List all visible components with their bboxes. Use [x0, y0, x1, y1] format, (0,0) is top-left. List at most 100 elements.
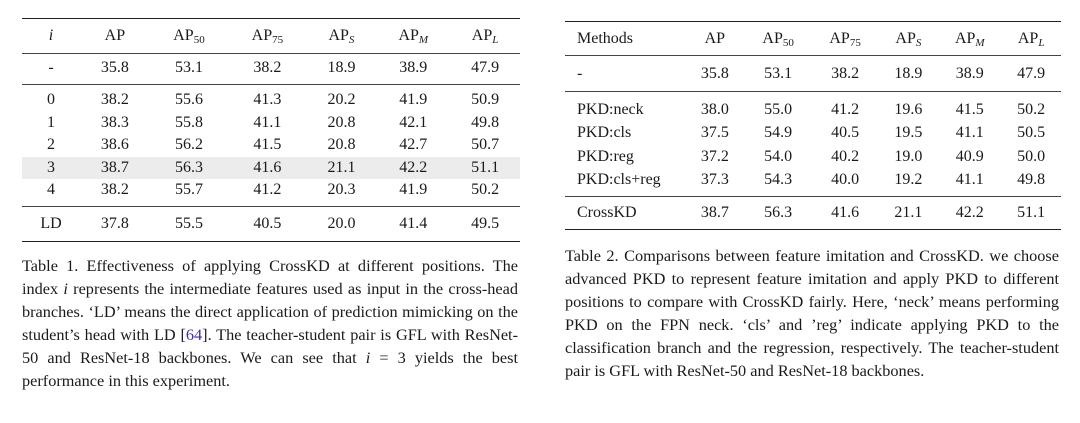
header-apm: APM — [954, 29, 985, 49]
cell: 41.6 — [228, 156, 307, 179]
baseline-row: - 35.8 53.1 38.2 18.9 38.9 47.9 — [22, 54, 520, 85]
header-ap: AP — [104, 27, 126, 44]
cell: 37.3 — [700, 171, 729, 189]
cell: 55.6 — [174, 91, 203, 109]
cell: 50.7 — [471, 136, 500, 154]
cell: 50.9 — [471, 91, 500, 109]
cell: 41.9 — [399, 91, 428, 109]
cell: 40.5 — [831, 124, 860, 142]
cell: 41.4 — [399, 214, 428, 232]
cell: 56.3 — [764, 204, 793, 221]
cell: 53.1 — [174, 59, 203, 76]
header-ap50: AP50 — [173, 27, 205, 46]
baseline-row: - 35.8 53.1 38.2 18.9 38.9 47.9 — [565, 56, 1061, 92]
cell: 53.1 — [764, 64, 793, 82]
cell: 42.7 — [399, 136, 428, 154]
cell: 41.9 — [399, 181, 428, 199]
cell: 19.6 — [894, 100, 923, 118]
cell: 38.2 — [831, 64, 860, 82]
table-row: PKD:neck 38.0 55.0 41.2 19.6 41.5 50.2 — [565, 92, 1061, 122]
cell: 41.2 — [831, 100, 860, 118]
header-aps: APS — [328, 27, 355, 46]
cell: 54.0 — [764, 147, 793, 165]
row-label: CrossKD — [577, 204, 637, 221]
cell: 51.1 — [450, 156, 520, 179]
table2: Methods AP AP50 AP75 APS APM APL - 35.8 … — [565, 21, 1061, 230]
cell: 50.2 — [471, 181, 500, 199]
table-row: PKD:cls+reg 37.3 54.3 40.0 19.2 41.1 49.… — [565, 169, 1061, 197]
cell: 19.0 — [894, 147, 923, 165]
table1-panel: i AP AP50 AP75 APS APM APL - 35.8 53.1 3… — [22, 0, 520, 392]
cell: 19.2 — [894, 171, 923, 189]
cell: 41.1 — [253, 113, 282, 131]
header-apm: APM — [398, 27, 429, 46]
ld-row: LD 37.8 55.5 40.5 20.0 41.4 49.5 — [22, 206, 520, 241]
cell: 38.9 — [955, 64, 984, 82]
cell: 40.2 — [831, 147, 860, 165]
table1: i AP AP50 AP75 APS APM APL - 35.8 53.1 3… — [22, 18, 520, 242]
header-methods: Methods — [577, 29, 633, 47]
row-label: 0 — [47, 91, 55, 109]
cell: 20.8 — [327, 113, 356, 131]
cell: 41.3 — [253, 91, 282, 109]
cell: 38.6 — [100, 136, 129, 154]
cell: 38.2 — [253, 59, 282, 76]
cell: 38.0 — [700, 100, 729, 118]
cell: 41.5 — [253, 136, 282, 154]
cell: 21.1 — [894, 204, 923, 221]
citation-link[interactable]: 64 — [185, 324, 203, 344]
crosskd-row: CrossKD 38.7 56.3 41.6 21.1 42.2 51.1 — [565, 196, 1061, 230]
cell: 37.8 — [100, 214, 129, 232]
cell: 50.0 — [1017, 147, 1046, 165]
table2-panel: Methods AP AP50 AP75 APS APM APL - 35.8 … — [565, 0, 1061, 382]
cell: 41.1 — [955, 124, 984, 142]
table1-header-row: i AP AP50 AP75 APS APM APL — [22, 18, 520, 54]
cell: 37.5 — [700, 124, 729, 142]
cell: 18.9 — [327, 59, 356, 76]
cell: 49.8 — [1017, 171, 1046, 189]
cell: 54.9 — [764, 124, 793, 142]
cell: 50.2 — [1017, 100, 1046, 118]
cell: 18.9 — [894, 64, 923, 82]
table2-header-row: Methods AP AP50 AP75 APS APM APL — [565, 21, 1061, 56]
cell: 54.3 — [764, 171, 793, 189]
cell: 20.8 — [327, 136, 356, 154]
cell: 38.7 — [700, 204, 729, 221]
row-label: PKD:neck — [577, 100, 644, 118]
table-row: PKD:cls 37.5 54.9 40.5 19.5 41.1 50.5 — [565, 122, 1061, 146]
cell: 56.3 — [149, 156, 229, 179]
row-label: LD — [40, 214, 62, 232]
cell: 41.1 — [955, 171, 984, 189]
table-row: 2 38.6 56.2 41.5 20.8 42.7 50.7 — [22, 134, 520, 157]
cell: 40.0 — [831, 171, 860, 189]
row-label: 1 — [47, 113, 55, 131]
row-label: 2 — [47, 136, 55, 154]
cell: 38.9 — [399, 59, 428, 76]
cell: 35.8 — [700, 64, 729, 82]
cell: 21.1 — [306, 156, 377, 179]
cell: 42.2 — [955, 204, 984, 221]
header-aps: APS — [895, 29, 922, 49]
cell: 41.5 — [955, 100, 984, 118]
header-index: i — [48, 27, 54, 44]
table-row: PKD:reg 37.2 54.0 40.2 19.0 40.9 50.0 — [565, 145, 1061, 169]
header-ap: AP — [704, 29, 726, 47]
cell: 49.8 — [471, 113, 500, 131]
cell: 38.3 — [100, 113, 129, 131]
table1-caption: Table 1. Effectiveness of applying Cross… — [22, 255, 519, 390]
cell: 20.2 — [327, 91, 356, 109]
header-apl: APL — [1017, 29, 1045, 49]
cell: 40.5 — [253, 214, 282, 232]
cell: 51.1 — [1017, 204, 1046, 221]
header-ap75: AP75 — [829, 29, 861, 49]
header-ap75: AP75 — [251, 27, 284, 46]
row-label: - — [48, 59, 54, 76]
cell: 19.5 — [894, 124, 923, 142]
cell: 38.2 — [100, 181, 129, 199]
cell: 20.0 — [327, 214, 356, 232]
cell: 55.8 — [174, 113, 203, 131]
cell: 55.0 — [764, 100, 793, 118]
table-row: 1 38.3 55.8 41.1 20.8 42.1 49.8 — [22, 112, 520, 135]
table-row: 4 38.2 55.7 41.2 20.3 41.9 50.2 — [22, 179, 520, 206]
row-label: PKD:cls — [577, 124, 632, 142]
